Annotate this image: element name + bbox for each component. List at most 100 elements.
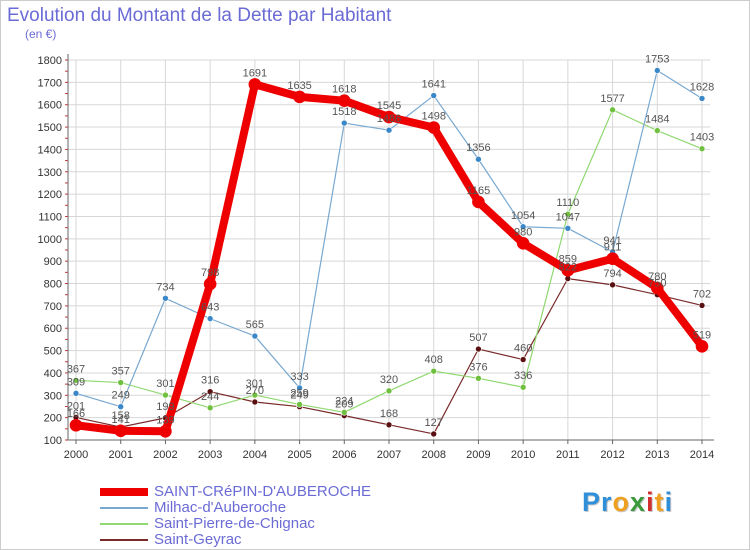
y-tick-label: 1000 (38, 234, 62, 246)
data-label-milhac-d-auberoche: 1753 (645, 54, 669, 66)
data-label-saint-pierre-de-chignac: 376 (469, 361, 487, 373)
y-tick-label: 200 (44, 413, 62, 425)
legend-swatch-saint-geyrac (100, 539, 148, 541)
data-point-saint-pierre-de-chignac (430, 367, 438, 375)
data-label-milhac-d-auberoche: 1486 (377, 113, 401, 125)
data-point-milhac-d-auberoche (251, 332, 259, 340)
data-label-saint-geyrac: 270 (246, 385, 264, 397)
data-label-saint-pierre-de-chignac: 244 (201, 391, 219, 403)
legend-label-saint-geyrac: Saint-Geyrac (154, 531, 242, 548)
data-point-saint-pierre-de-chignac (609, 106, 616, 114)
data-point-saint-geyrac (385, 421, 393, 429)
data-label-saint-pierre-de-chignac: 1484 (645, 114, 669, 126)
y-tick-label: 100 (44, 435, 62, 447)
data-label-saint-pierre-de-chignac: 320 (380, 374, 398, 386)
data-point-saint-cr-pin-d-auberoche (293, 90, 306, 104)
data-label-milhac-d-auberoche: 333 (290, 371, 308, 383)
data-point-milhac-d-auberoche (564, 225, 572, 232)
data-point-saint-pierre-de-chignac (698, 145, 706, 153)
brand-letter: t (654, 487, 665, 517)
data-label-milhac-d-auberoche: 734 (156, 281, 174, 293)
data-point-saint-cr-pin-d-auberoche (114, 424, 128, 438)
series (69, 67, 709, 438)
data-label-saint-pierre-de-chignac: 367 (67, 363, 85, 375)
data-label-milhac-d-auberoche: 1518 (332, 106, 356, 118)
data-point-saint-geyrac (430, 430, 438, 438)
data-label-saint-cr-pin-d-auberoche: 1165 (467, 185, 491, 197)
y-tick-label: 1800 (38, 55, 62, 67)
data-point-saint-cr-pin-d-auberoche (159, 424, 172, 438)
legend-swatch-milhac (100, 507, 148, 509)
data-point-milhac-d-auberoche (340, 119, 348, 127)
data-label-milhac-d-auberoche: 1641 (421, 79, 445, 91)
y-tick-label: 300 (44, 390, 62, 402)
data-point-saint-pierre-de-chignac (340, 408, 348, 416)
data-point-saint-geyrac (609, 281, 616, 289)
data-point-saint-cr-pin-d-auberoche (69, 418, 83, 432)
data-point-milhac-d-auberoche (206, 315, 214, 322)
data-label-saint-pierre-de-chignac: 336 (514, 370, 532, 382)
y-tick-label: 1300 (38, 167, 62, 179)
data-point-saint-geyrac (206, 388, 214, 396)
y-tick-label: 1600 (38, 100, 62, 112)
data-label-saint-geyrac: 209 (335, 399, 353, 411)
data-label-saint-pierre-de-chignac: 224 (335, 395, 353, 407)
data-point-saint-cr-pin-d-auberoche (561, 264, 575, 277)
data-point-milhac-d-auberoche (475, 155, 482, 163)
data-point-milhac-d-auberoche (653, 67, 661, 74)
data-label-saint-pierre-de-chignac: 301 (246, 378, 264, 390)
y-tick-label: 1100 (38, 211, 62, 223)
data-point-saint-pierre-de-chignac (117, 379, 125, 386)
x-tick-label: 2012 (600, 449, 624, 461)
data-point-milhac-d-auberoche (519, 223, 527, 231)
data-label-saint-geyrac: 702 (693, 288, 711, 300)
x-tick-label: 2013 (645, 449, 669, 461)
data-label-saint-pierre-de-chignac: 301 (156, 378, 174, 390)
data-point-milhac-d-auberoche (72, 389, 80, 397)
data-label-saint-geyrac: 822 (559, 262, 577, 274)
data-label-saint-pierre-de-chignac: 259 (290, 387, 308, 399)
data-point-milhac-d-auberoche (698, 95, 706, 102)
x-tick-label: 2005 (287, 449, 311, 461)
brand-letter: r (601, 487, 613, 517)
data-point-saint-pierre-de-chignac (564, 210, 572, 218)
x-tick-label: 2008 (421, 449, 445, 461)
data-label-milhac-d-auberoche: 1047 (556, 211, 580, 223)
data-point-saint-cr-pin-d-auberoche (695, 340, 709, 353)
data-point-milhac-d-auberoche (385, 126, 393, 134)
x-tick-label: 2001 (108, 449, 132, 461)
data-label-saint-cr-pin-d-auberoche: 798 (201, 267, 219, 279)
data-label-saint-cr-pin-d-auberoche: 911 (604, 242, 622, 254)
data-label-saint-cr-pin-d-auberoche: 1691 (243, 67, 267, 79)
data-label-milhac-d-auberoche: 941 (603, 235, 621, 247)
legend-label-milhac: Milhac-d'Auberoche (154, 499, 287, 516)
data-label-saint-geyrac: 750 (648, 278, 666, 290)
x-tick-label: 2011 (556, 449, 580, 461)
y-tick-label: 1400 (38, 144, 62, 156)
data-point-saint-cr-pin-d-auberoche (382, 110, 396, 124)
data-label-saint-geyrac: 127 (425, 417, 443, 429)
data-label-saint-pierre-de-chignac: 408 (425, 354, 443, 366)
y-tick-label: 1700 (38, 77, 62, 89)
x-tick-label: 2007 (377, 449, 401, 461)
x-tick-label: 2006 (332, 449, 356, 461)
x-tick-label: 2004 (243, 449, 267, 461)
data-point-saint-pierre-de-chignac (296, 401, 303, 408)
chart-title: Evolution du Montant de la Dette par Hab… (7, 5, 392, 26)
data-label-saint-cr-pin-d-auberoche: 859 (559, 253, 577, 265)
data-label-saint-geyrac: 201 (67, 400, 85, 412)
data-label-milhac-d-auberoche: 1628 (690, 81, 714, 93)
data-label-saint-pierre-de-chignac: 357 (112, 366, 130, 378)
data-point-saint-pierre-de-chignac (475, 375, 482, 382)
data-label-saint-cr-pin-d-auberoche: 139 (156, 414, 174, 426)
brand-letter: o (612, 487, 631, 517)
data-label-saint-geyrac: 158 (112, 410, 130, 422)
axes: 100 200 300 400 500 600 700 800 900 1000 1100 1200 1… (38, 54, 714, 461)
data-point-saint-cr-pin-d-auberoche (606, 252, 619, 266)
data-label-milhac-d-auberoche: 309 (67, 376, 85, 388)
data-label-saint-geyrac: 249 (290, 390, 308, 402)
data-label-milhac-d-auberoche: 643 (201, 302, 219, 314)
y-tick-label: 1200 (38, 189, 62, 201)
data-point-saint-geyrac (251, 398, 259, 406)
data-label-saint-pierre-de-chignac: 1110 (556, 197, 579, 209)
